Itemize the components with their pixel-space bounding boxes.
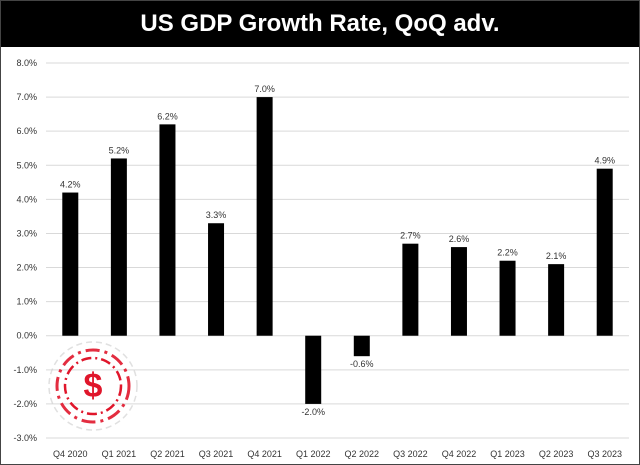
stock-logo-watermark: $: [48, 341, 138, 431]
bar: [499, 260, 516, 336]
x-tick-label: Q2 2023: [539, 449, 574, 459]
x-tick-label: Q2 2021: [150, 449, 185, 459]
bar: [305, 335, 322, 404]
bar: [159, 124, 176, 336]
svg-text:$: $: [84, 367, 103, 405]
x-tick-label: Q1 2022: [296, 449, 331, 459]
data-label: 7.0%: [254, 84, 275, 94]
bar: [450, 247, 467, 336]
bar: [256, 97, 273, 336]
data-label: 2.7%: [400, 231, 421, 241]
x-tick-label: Q3 2023: [587, 449, 622, 459]
data-label: 6.2%: [157, 111, 178, 121]
bar: [353, 335, 370, 357]
data-label: 2.1%: [546, 251, 567, 261]
x-tick-label: Q1 2021: [102, 449, 137, 459]
x-tick-label: Q4 2020: [53, 449, 88, 459]
data-label: 4.9%: [594, 156, 615, 166]
y-tick-label: 0.0%: [16, 331, 37, 341]
data-label: 2.2%: [497, 248, 518, 258]
chart-title: US GDP Growth Rate, QoQ adv.: [1, 1, 639, 47]
bar: [62, 192, 79, 336]
data-label: -0.6%: [350, 359, 374, 369]
data-label: 5.2%: [109, 145, 130, 155]
x-tick-label: Q4 2021: [247, 449, 282, 459]
data-label: -2.0%: [301, 407, 325, 417]
y-tick-label: 2.0%: [16, 263, 37, 273]
bar: [208, 223, 225, 336]
x-tick-label: Q3 2021: [199, 449, 234, 459]
x-tick-label: Q3 2022: [393, 449, 428, 459]
data-label: 4.2%: [60, 180, 81, 190]
y-tick-label: -2.0%: [13, 399, 37, 409]
bar: [402, 243, 419, 336]
y-tick-label: 8.0%: [16, 58, 37, 68]
y-tick-label: 4.0%: [16, 194, 37, 204]
bar: [548, 264, 565, 336]
y-tick-label: 3.0%: [16, 228, 37, 238]
y-tick-label: -1.0%: [13, 365, 37, 375]
x-tick-label: Q4 2022: [442, 449, 477, 459]
x-tick-label: Q1 2023: [490, 449, 525, 459]
x-tick-label: Q2 2022: [345, 449, 380, 459]
y-tick-label: 5.0%: [16, 160, 37, 170]
bar: [596, 168, 613, 336]
y-tick-label: -3.0%: [13, 433, 37, 443]
y-tick-label: 6.0%: [16, 126, 37, 136]
y-tick-label: 7.0%: [16, 92, 37, 102]
bar: [110, 158, 127, 336]
data-label: 3.3%: [206, 210, 227, 220]
y-tick-label: 1.0%: [16, 297, 37, 307]
data-label: 2.6%: [449, 234, 470, 244]
